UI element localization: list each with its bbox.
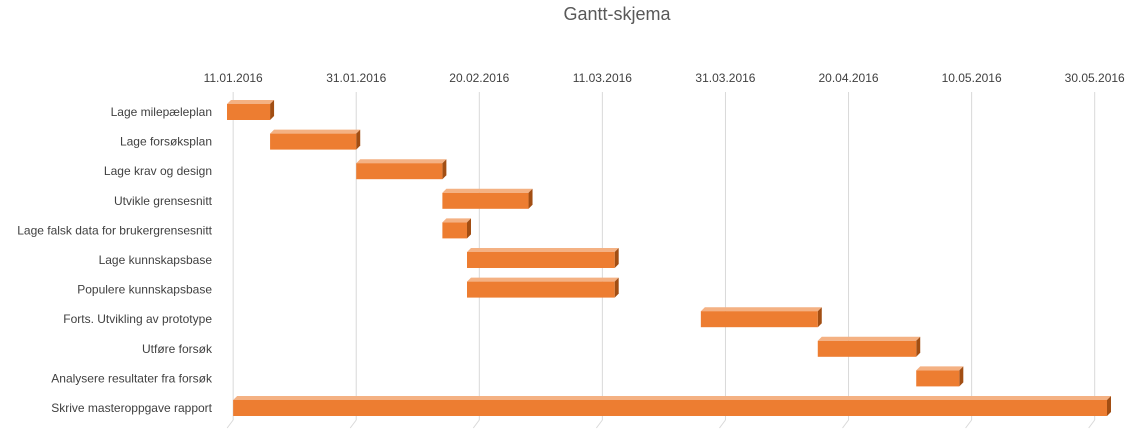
x-axis-ticks: 11.01.2016 31.01.2016 20.02.2016 11.03.2016… [204,71,1125,85]
task-labels: Lage milepæleplan Lage forsøksplan Lage kr… [17,105,213,415]
task-label: Utføre forsøk [142,342,213,356]
task-label: Analysere resultater fra forsøk [51,371,213,385]
task-bar-top [233,396,1112,400]
task-label: Lage krav og design [104,164,212,178]
task-bar [356,159,447,180]
x-tick-label: 30.05.2016 [1065,71,1125,85]
task-bar-side [1107,396,1111,416]
x-tick-label: 11.01.2016 [204,71,263,85]
task-bar-top [270,129,361,134]
grid-foot [349,419,357,429]
grid-foot [842,419,849,429]
task-bar [700,307,822,328]
task-bar [442,218,471,239]
task-bar-top [442,188,533,193]
task-bar-top [467,248,619,252]
task-bar-side [356,129,361,150]
task-bar-top [817,336,921,341]
task-bar-face [817,340,917,357]
task-bar [233,396,1112,416]
task-bar [916,366,964,387]
task-bar-face [270,133,357,150]
x-tick-label: 20.04.2016 [819,71,879,85]
grid-foot [1088,419,1096,429]
task-label: Lage forsøksplan [120,135,212,149]
task-bar-face [442,222,467,239]
task-bar-face [356,163,443,180]
x-tick-label: 31.03.2016 [695,71,755,85]
task-label: Lage kunnskapsbase [99,253,213,267]
task-bar-side [817,307,822,328]
x-tick-label: 20.02.2016 [449,71,509,85]
task-bar [270,129,361,150]
task-bar-face [916,370,960,387]
task-bar-face [233,400,1108,416]
task-bar [467,277,619,298]
task-bar-face [227,104,271,120]
grid-foot [472,419,480,429]
task-bar-side [959,366,964,387]
task-bar-top [916,366,964,371]
task-label: Lage falsk data for brukergrensesnitt [17,223,212,237]
grid-foot [595,419,603,429]
task-bar-face [442,192,529,209]
task-bar-side [614,277,619,298]
task-label: Lage milepæleplan [111,105,212,119]
grid-foot [965,419,973,429]
task-bar-side [270,100,275,120]
task-bar-face [700,311,818,328]
x-tick-label: 11.03.2016 [573,71,632,85]
x-tick-label: 31.01.2016 [326,71,386,85]
task-label: Populere kunnskapsbase [77,283,212,297]
task-label: Forts. Utvikling av prototype [63,312,212,326]
task-bar-face [467,281,615,298]
task-bar [817,336,921,357]
grid-foot [226,419,234,429]
task-label: Utvikle grensesnitt [114,194,213,208]
task-bar-top [227,100,275,104]
task-bar-face [467,252,615,268]
task-label: Skrive masteroppgave rapport [51,401,212,415]
chart-title: Gantt-skjema [563,4,671,24]
task-bar-side [442,159,447,180]
x-tick-label: 10.05.2016 [942,71,1002,85]
task-bar-side [916,336,921,357]
task-bar [227,100,275,120]
task-bar-top [467,277,619,282]
grid-foot [719,419,726,429]
task-bar-top [356,159,447,164]
task-bar-top [700,307,822,312]
task-bar-side [467,218,471,239]
task-bar-side [528,188,533,209]
task-bar [467,248,619,268]
task-bar-top [442,218,471,223]
task-bars [227,100,1112,416]
task-bar-side [614,248,619,268]
task-bar [442,188,533,209]
